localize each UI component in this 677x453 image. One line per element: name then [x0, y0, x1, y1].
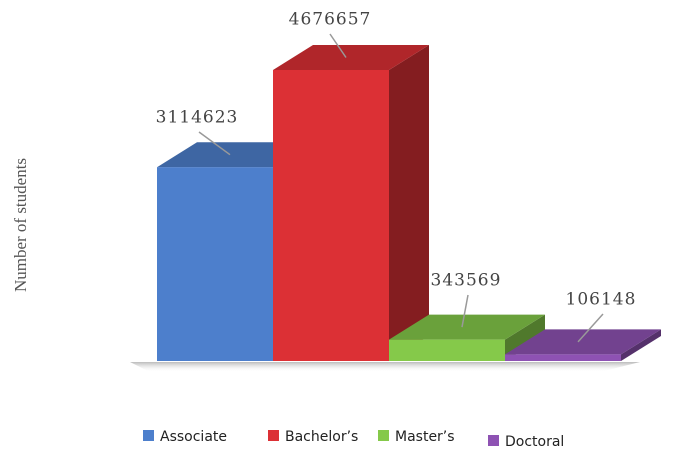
legend-swatch	[488, 435, 499, 446]
legend-swatch	[268, 430, 279, 441]
legend-label: Master’s	[395, 429, 455, 445]
bar	[157, 167, 273, 361]
bar	[273, 70, 389, 361]
bar-top	[273, 45, 429, 70]
leader-line	[461, 294, 469, 328]
legend-swatch	[143, 430, 154, 441]
bar-side	[389, 45, 429, 361]
bar-top	[389, 314, 545, 340]
data-label: 106148	[566, 290, 637, 310]
data-label: 343569	[431, 271, 502, 291]
legend-label: Doctoral	[505, 434, 564, 450]
floor-shadow	[130, 362, 640, 372]
bar	[389, 339, 505, 361]
legend-label: Bachelor’s	[285, 429, 358, 445]
legend-label: Associate	[160, 429, 227, 445]
legend-swatch	[378, 430, 389, 441]
bar-top	[505, 329, 661, 355]
data-label: 3114623	[156, 108, 239, 128]
leader-line	[198, 131, 231, 156]
bar	[505, 354, 621, 361]
y-axis-label: Number of students	[11, 158, 30, 292]
data-label: 4676657	[289, 10, 372, 30]
leader-line	[577, 313, 604, 343]
leader-line	[329, 33, 347, 58]
bar-side	[621, 329, 661, 361]
